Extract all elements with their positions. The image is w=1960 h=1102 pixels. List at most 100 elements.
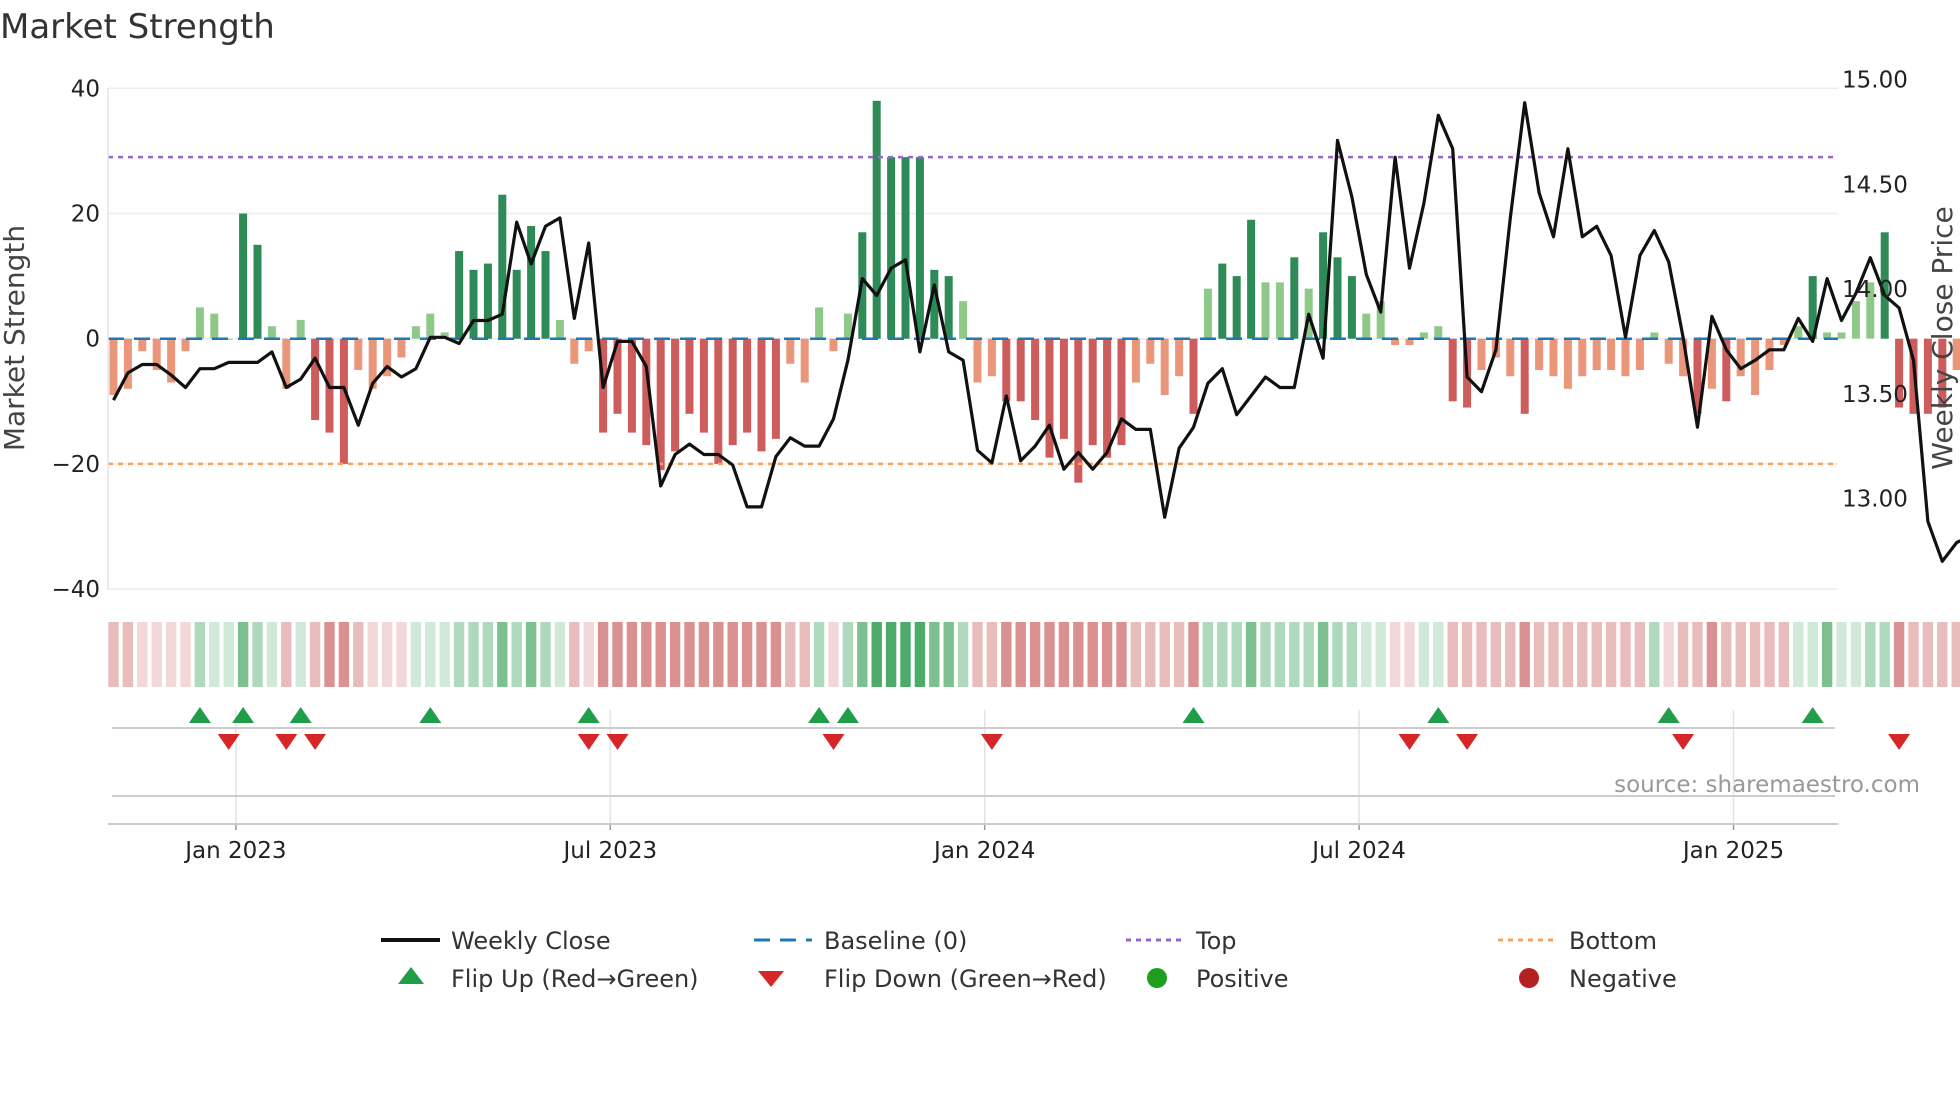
strength-bar: [987, 338, 996, 377]
band-cell: [1663, 622, 1674, 687]
strength-bar: [152, 338, 161, 370]
strength-bar: [1477, 338, 1486, 370]
band-cell: [309, 622, 321, 687]
strength-bar: [1923, 338, 1932, 414]
strength-bar: [930, 269, 939, 339]
band-cell: [900, 622, 911, 687]
band-cell: [1231, 622, 1242, 687]
strength-bar: [699, 338, 708, 433]
strength-bar: [829, 338, 838, 352]
strength-bar: [1751, 338, 1760, 396]
strength-bar: [613, 338, 622, 414]
band-cell: [857, 622, 868, 687]
strength-bar: [267, 326, 276, 339]
band-cell: [1087, 622, 1098, 687]
flip-up-marker: [1657, 707, 1680, 723]
strength-bar: [1779, 338, 1788, 345]
band-cell: [137, 622, 148, 687]
y-left-tick-label: 0: [85, 327, 100, 353]
band-cell: [770, 622, 782, 687]
flip-down-marker: [980, 734, 1003, 750]
band-cell: [986, 622, 998, 687]
band-cell: [1418, 622, 1430, 687]
strength-bar: [1520, 338, 1529, 414]
band-cell: [1793, 622, 1804, 687]
strength-bar: [253, 244, 262, 339]
strength-bar: [1851, 301, 1860, 339]
band-cell: [1217, 622, 1228, 687]
band-cell: [108, 622, 119, 687]
strength-bar: [959, 301, 968, 339]
legend-flip-up-icon: [398, 967, 424, 984]
band-cell: [295, 622, 306, 687]
strength-bar: [1635, 338, 1644, 370]
strength-bar: [483, 263, 492, 339]
band-cell: [1620, 622, 1631, 687]
y-right-tick-label: 13.50: [1842, 382, 1908, 408]
strength-bar: [512, 269, 521, 339]
strength-bar: [354, 338, 363, 370]
band-cell: [1188, 622, 1199, 687]
strength-bar: [195, 307, 204, 339]
strength-bar: [1290, 257, 1299, 339]
flip-up-marker: [1427, 707, 1450, 723]
strength-bar: [1203, 288, 1212, 339]
band-cell: [1778, 622, 1790, 687]
strength-bar: [1895, 338, 1904, 408]
strength-bar: [800, 338, 809, 383]
band-cell: [929, 622, 940, 687]
band-cell: [914, 622, 926, 687]
band-cell: [727, 622, 738, 687]
flip-down-marker: [822, 734, 845, 750]
band-cell: [1836, 622, 1847, 687]
strength-bar: [1016, 338, 1025, 402]
band-cell: [439, 622, 450, 687]
strength-bar: [815, 307, 824, 339]
band-cell: [1865, 622, 1876, 687]
band-cell: [756, 622, 767, 687]
band-cell: [943, 622, 954, 687]
flip-down-marker: [1456, 734, 1479, 750]
strength-bar: [498, 194, 507, 339]
band-cell: [957, 622, 969, 687]
band-cell: [813, 622, 825, 687]
strength-bar: [1045, 338, 1054, 458]
strength-bar: [1535, 338, 1544, 370]
band-cell: [1591, 622, 1602, 687]
strength-bar: [138, 338, 147, 352]
strength-bar: [555, 319, 564, 339]
flip-down-marker: [1672, 734, 1695, 750]
strength-bar: [397, 338, 406, 358]
band-cell: [1116, 622, 1127, 687]
band-cell: [1029, 622, 1041, 687]
y-right-tick-label: 14.50: [1842, 172, 1908, 198]
strength-bar: [383, 338, 392, 377]
weekly-close-line-group: [112, 101, 1960, 563]
band-cell: [410, 622, 422, 687]
band-cell: [1260, 622, 1271, 687]
band-cell: [1274, 622, 1286, 687]
band-cell: [612, 622, 623, 687]
band-cell: [554, 622, 566, 687]
strength-bar: [1765, 338, 1774, 370]
strength-bar: [1059, 338, 1068, 439]
strength-bar: [627, 338, 636, 433]
band-cell: [1562, 622, 1574, 687]
chart-title: Market Strength: [0, 7, 275, 47]
x-tick-label: Jul 2023: [561, 838, 657, 864]
reference-lines: [108, 155, 1838, 466]
band-cell: [828, 622, 839, 687]
y-left-tick-label: 40: [71, 76, 100, 102]
band-cell: [1850, 622, 1862, 687]
strength-bar: [1434, 326, 1443, 339]
strength-bar: [1175, 338, 1184, 377]
band-cell: [1951, 622, 1960, 687]
band-cell: [1735, 622, 1746, 687]
strength-bar: [642, 338, 651, 446]
strength-bar: [210, 313, 219, 339]
strength-bar: [311, 338, 320, 421]
strength-bar: [282, 338, 291, 389]
strength-bar: [887, 157, 896, 339]
strength-bar: [368, 338, 377, 389]
band-cell: [511, 622, 522, 687]
